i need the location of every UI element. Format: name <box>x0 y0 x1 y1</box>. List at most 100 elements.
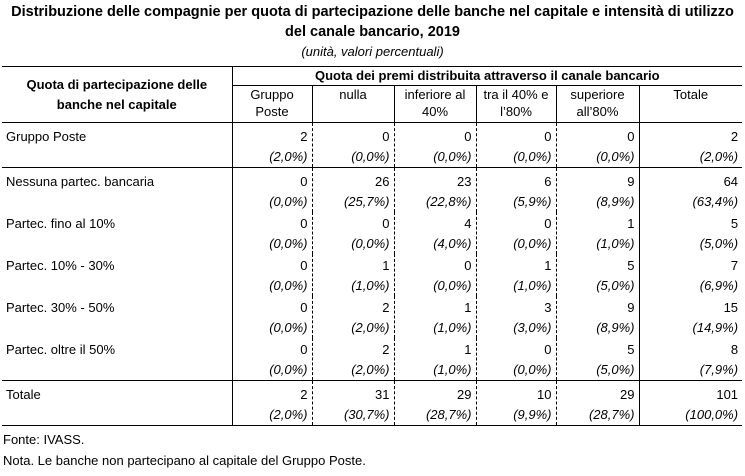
table-row: Gruppo Poste 2 (2,0%) 0 (0,0%) 0 (0,0%) 0 (0… <box>2 122 743 168</box>
cell-percent: (1,0%) <box>513 278 552 293</box>
row-label: Partec. fino al 10% <box>2 212 232 254</box>
cell-percent: (8,9%) <box>596 320 635 335</box>
cell-percent: (7,9%) <box>699 362 739 377</box>
table-row: Partec. 10% - 30% 0 (0,0%) 1 (1,0%) 0 (0,0%… <box>2 254 743 296</box>
cell-value: 1 <box>544 258 552 273</box>
cell-percent: (0,0%) <box>269 194 308 209</box>
cell-percent: (28,7%) <box>588 407 635 422</box>
cell-value: Totale <box>6 387 41 402</box>
column-header-line: Gruppo <box>250 87 294 102</box>
cell-value: 64 <box>723 174 739 189</box>
table-cell: 0 (0,0%) <box>231 296 312 338</box>
table-cell: 9 (8,9%) <box>555 296 639 338</box>
column-header-totale: Totale <box>638 85 743 123</box>
table-cell: 0 (0,0%) <box>311 122 394 168</box>
row-header-text: Quota di partecipazione delle banche nel… <box>26 76 208 112</box>
cell-value: 6 <box>544 174 552 189</box>
cell-value: 29 <box>457 387 472 402</box>
table-cell: 6 (5,9%) <box>475 167 556 212</box>
cell-percent: (2,0%) <box>351 362 390 377</box>
cell-percent: (5,9%) <box>513 194 552 209</box>
cell-value: Partec. fino al 10% <box>6 216 116 231</box>
table-cell: 8 (7,9%) <box>638 338 743 381</box>
distribution-table: Quota di partecipazione delle banche nel… <box>2 66 743 426</box>
row-label: Partec. oltre il 50% <box>2 338 232 381</box>
cell-percent: (0,0%) <box>269 320 308 335</box>
cell-percent: (0,0%) <box>269 236 308 251</box>
cell-value: 0 <box>300 216 308 231</box>
table-row: Partec. fino al 10% 0 (0,0%) 0 (0,0%) 4 (4,… <box>2 212 743 254</box>
table-cell: 2 (2,0%) <box>311 296 394 338</box>
row-label: Totale <box>2 380 232 426</box>
cell-value: 2 <box>730 129 739 144</box>
cell-value: 8 <box>730 342 739 357</box>
cell-value: 0 <box>464 258 472 273</box>
table-cell: 15 (14,9%) <box>638 296 743 338</box>
cell-value: 0 <box>382 216 390 231</box>
table-cell: 64 (63,4%) <box>638 167 743 212</box>
column-header-line: all’80% <box>576 104 619 119</box>
table-cell: 5 (5,0%) <box>638 212 743 254</box>
cell-value: 0 <box>544 129 552 144</box>
cell-percent: (0,0%) <box>596 149 635 164</box>
cell-percent: (8,9%) <box>596 194 635 209</box>
cell-value: 0 <box>300 258 308 273</box>
cell-value: 23 <box>457 174 472 189</box>
cell-percent: (0,0%) <box>351 149 390 164</box>
cell-percent: (2,0%) <box>699 149 739 164</box>
table-cell: 0 (0,0%) <box>393 254 476 296</box>
table-cell: 0 (0,0%) <box>231 167 312 212</box>
cell-value: 1 <box>464 300 472 315</box>
title-line-2: del canale bancario, 2019 <box>285 24 460 40</box>
cell-value: 15 <box>723 300 739 315</box>
cell-percent: (0,0%) <box>351 236 390 251</box>
cell-percent: (0,0%) <box>433 278 472 293</box>
cell-value: 10 <box>537 387 552 402</box>
column-header-nulla: nulla <box>311 85 394 123</box>
cell-percent: (2,0%) <box>351 320 390 335</box>
row-label: Gruppo Poste <box>2 122 232 168</box>
table-cell: 0 (0,0%) <box>311 212 394 254</box>
column-header-line: superiore <box>570 87 625 102</box>
cell-percent: (0,0%) <box>433 149 472 164</box>
cell-percent: (4,0%) <box>433 236 472 251</box>
group-header-cell: Quota dei premi distribuita attraverso i… <box>231 66 743 86</box>
cell-value: 2 <box>382 342 390 357</box>
cell-percent: (6,9%) <box>699 278 739 293</box>
column-header-line: Totale <box>673 87 709 102</box>
table-cell: 0 (0,0%) <box>231 254 312 296</box>
table-cell: 0 (0,0%) <box>475 122 556 168</box>
row-label: Partec. 10% - 30% <box>2 254 232 296</box>
cell-percent: (1,0%) <box>596 236 635 251</box>
table-row: Nessuna partec. bancaria 0 (0,0%) 26 (25,7… <box>2 167 743 212</box>
cell-value: 2 <box>300 129 308 144</box>
column-header-line: inferiore al <box>404 87 466 102</box>
cell-value: 0 <box>300 300 308 315</box>
cell-percent: (2,0%) <box>269 149 308 164</box>
cell-value: 5 <box>627 342 635 357</box>
cell-percent: (5,0%) <box>596 362 635 377</box>
column-header-line: nulla <box>339 87 367 102</box>
title-line-1: Distribuzione delle compagnie per quota … <box>11 4 734 20</box>
cell-value: Partec. oltre il 50% <box>6 342 116 357</box>
cell-value: 0 <box>382 129 390 144</box>
cell-percent: (2,0%) <box>269 407 308 422</box>
table-cell: 0 (0,0%) <box>475 338 556 381</box>
table-cell: 31 (30,7%) <box>311 380 394 426</box>
cell-value: 3 <box>544 300 552 315</box>
table-cell: 5 (5,0%) <box>555 338 639 381</box>
source-note: Fonte: IVASS. <box>3 432 85 447</box>
column-header-line: 40% <box>421 104 449 119</box>
cell-value: 31 <box>375 387 390 402</box>
table-cell: 101 (100,0%) <box>638 380 743 426</box>
cell-value: 0 <box>300 174 308 189</box>
cell-percent: (5,0%) <box>699 236 739 251</box>
table-cell: 3 (3,0%) <box>475 296 556 338</box>
table-cell: 1 (1,0%) <box>311 254 394 296</box>
cell-percent: (9,9%) <box>513 407 552 422</box>
total-row: Totale 2 (2,0%) 31 (30,7%) 29 (28,7%) 10 (9,… <box>2 380 743 426</box>
cell-value: Partec. 30% - 50% <box>6 300 115 315</box>
cell-value: 26 <box>375 174 390 189</box>
table-cell: 26 (25,7%) <box>311 167 394 212</box>
cell-percent: (14,9%) <box>692 320 739 335</box>
